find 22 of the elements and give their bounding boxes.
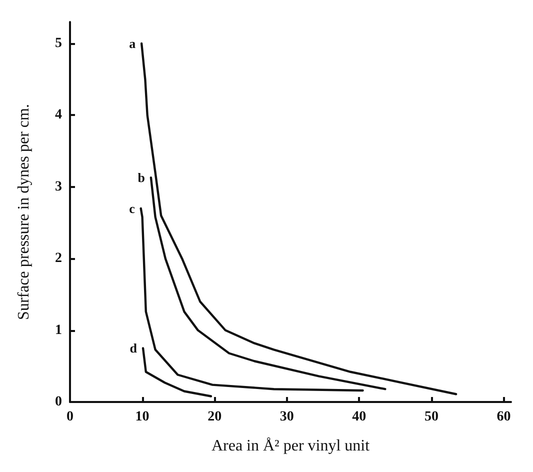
series-label: c [129,200,136,216]
series-label: b [138,170,145,186]
series-label: d [130,340,138,356]
line-series [150,176,386,390]
line-series [140,42,458,396]
y-tick-label: 4 [55,108,62,123]
series-label: a [129,36,136,52]
x-tick-label: 40 [352,410,366,424]
x-tick-label: 50 [424,410,438,424]
y-tick-label: 0 [55,394,62,410]
line-series [140,207,364,392]
y-tick-label: 1 [55,322,62,338]
x-axis-title: Area in Å² per vinyl unit [211,436,370,454]
y-tick-label: 3 [55,179,62,194]
y-tick-label: 5 [55,36,62,52]
x-tick-label: 30 [280,410,294,424]
x-tick-label: 0 [66,410,74,424]
y-tick-label: 2 [55,251,62,266]
x-tick-label: 20 [208,410,222,424]
x-tick-label: 10 [135,410,150,424]
y-axis-title: Surface pressure in dynes per cm. [16,104,32,320]
x-tick-label: 60 [496,410,511,424]
